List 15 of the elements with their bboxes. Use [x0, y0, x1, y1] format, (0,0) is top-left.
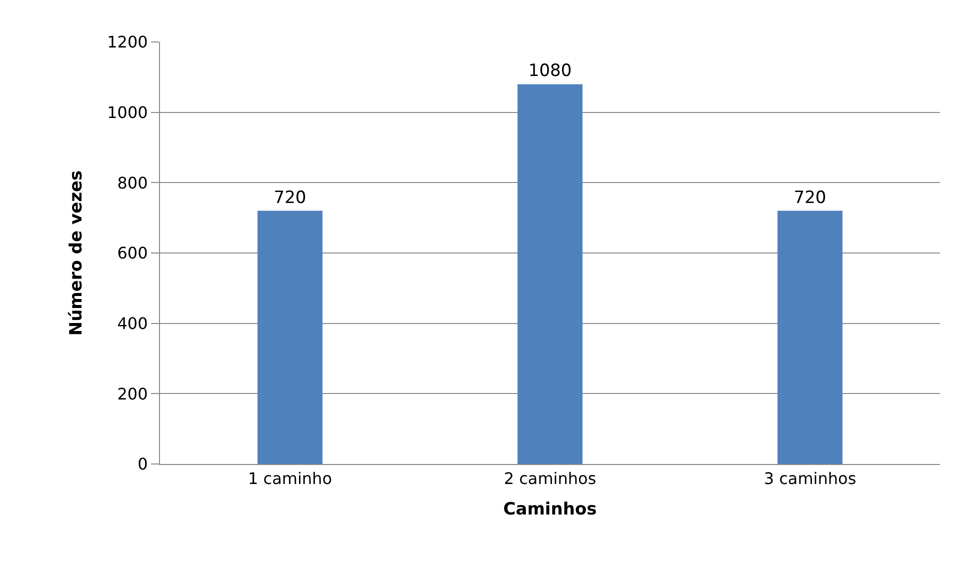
x-tick-label: 1 caminho: [248, 469, 332, 488]
x-tick-label: 3 caminhos: [764, 469, 856, 488]
y-tick-label: 800: [117, 173, 148, 192]
y-tick-label: 1000: [107, 102, 148, 122]
data-label: 720: [794, 188, 826, 208]
y-tick-label: 400: [117, 314, 148, 333]
y-tick-label: 1200: [107, 32, 148, 52]
x-axis-title: Caminhos: [503, 500, 597, 520]
data-label: 720: [274, 188, 306, 208]
y-tick-label: 0: [138, 454, 148, 474]
y-tick-label: 200: [117, 384, 148, 404]
y-axis-title: Número de vezes: [66, 170, 87, 336]
y-tick-label: 600: [117, 244, 148, 263]
x-tick-label: 2 caminhos: [504, 469, 596, 488]
data-label: 1080: [528, 61, 572, 82]
